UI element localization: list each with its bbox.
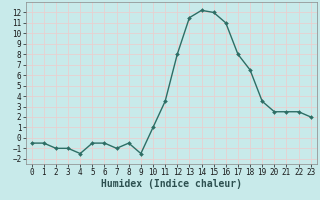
X-axis label: Humidex (Indice chaleur): Humidex (Indice chaleur) [101, 179, 242, 189]
